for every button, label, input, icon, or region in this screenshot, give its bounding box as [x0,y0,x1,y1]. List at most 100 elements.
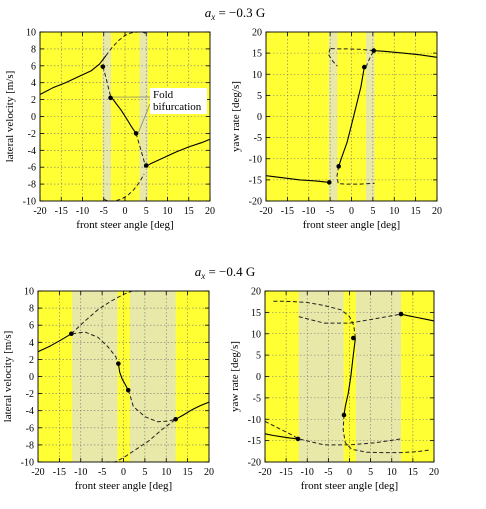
y-tick-label: -4 [26,406,34,417]
y-axis-label: yaw rate [deg/s] [229,341,241,412]
x-tick-label: -5 [98,467,106,478]
bifurcation-point-2 [116,361,121,366]
y-axis-label: lateral velocity [m/s] [2,331,14,423]
series-solid-1 [39,55,107,95]
series-solid-4 [110,95,137,134]
chart-title: ax = −0.3 G [205,5,266,22]
series-dashed-2 [330,48,374,52]
chart-panel-3: -20 -15 -10 -5 0 5 10 15 201086420-2-4-6-8-10fro… [2,264,255,492]
y-tick-label: 0 [29,372,34,383]
y-tick-label: -8 [26,440,34,451]
series-dashed-3 [102,66,112,97]
bifurcation-point-3 [341,412,347,418]
annotation-text: bifurcation [153,101,202,113]
y-axis-label: yaw rate [deg/s] [230,81,242,152]
chart-panel-2: -20 -15 -10 -5 0 5 10 15 20 20 15 10 5 0 -5 -10 -15 -20 fr… [230,28,442,232]
series-dashed-6 [365,50,376,68]
y-tick-label: 4 [29,338,34,349]
chart-panel-1: -20 -15 -10 -5 0 5 10 15 201086420-2-4-6-8-10fro… [4,5,265,231]
title-value: = −0.3 G [215,5,265,20]
x-axis-label: front steer angle [deg] [76,219,173,231]
x-tick-label: -10 [76,206,89,217]
bifurcation-point-1 [100,64,106,69]
y-tick-label: 6 [29,321,34,332]
chart-panel-4: -20 -15 -10 -5 0 5 10 15 20 20 15 10 5 0 -5 -10 -15 -20 fr… [229,287,439,493]
y-tick-label: -10 [21,458,34,469]
x-axis-label: front steer angle [deg] [303,219,400,231]
stability-band-2 [139,32,148,201]
y-tick-label: -20 [248,458,261,469]
series-dashed-3 [342,414,430,454]
stability-band-2 [366,32,375,201]
bifurcation-point-2 [362,64,367,70]
x-tick-label: -5 [324,467,332,478]
x-tick-label: 15 [183,467,193,478]
x-tick-label: 15 [408,467,418,478]
x-tick-label: 10 [161,467,171,478]
x-tick-label: 20 [429,467,439,478]
series-dashed-6 [103,173,145,202]
x-axis-label: front steer angle [deg] [301,480,398,492]
y-tick-label: 10 [26,28,36,39]
y-tick-label: -10 [248,415,261,426]
x-axis-label: front steer angle [deg] [75,480,172,492]
y-tick-label: 0 [257,112,262,123]
series-dashed-1 [273,300,356,339]
bifurcation-point-4 [295,436,301,442]
x-tick-label: 10 [389,206,399,217]
x-tick-label: 20 [432,206,442,217]
x-tick-label: 10 [387,467,397,478]
y-tick-label: 2 [29,355,34,366]
bifurcation-point-3 [133,131,139,136]
x-tick-label: 5 [144,206,149,217]
y-tick-label: 20 [251,287,261,298]
x-tick-label: 5 [368,467,373,478]
x-tick-label: 15 [184,206,194,217]
series-solid-7 [143,138,211,168]
x-tick-label: 15 [411,206,421,217]
y-tick-label: 10 [251,329,261,340]
series-dashed-5 [135,133,148,168]
series-solid-6 [400,313,435,322]
annotation-leader [137,103,151,134]
chart-title: ax = −0.4 G [195,264,256,281]
x-tick-label: -15 [281,206,294,217]
title-subscript: x [210,12,215,22]
bifurcation-point-1 [371,48,377,53]
bifurcation-point-1 [69,331,74,337]
x-tick-label: -20 [259,206,272,217]
series-dashed-3 [72,331,119,364]
annotation-box [150,88,207,114]
series-solid-2 [343,337,356,416]
series-solid-7 [264,433,299,440]
x-tick-label: 20 [204,467,214,478]
series-solid-7 [175,401,210,420]
y-tick-label: 6 [31,61,36,72]
x-tick-label: 0 [347,467,352,478]
series-solid-1 [373,50,438,58]
y-tick-label: 0 [256,372,261,383]
x-tick-label: -20 [31,467,44,478]
y-tick-label: -6 [26,423,34,434]
series-dashed-5 [298,313,402,324]
y-tick-label: -15 [248,436,261,447]
y-tick-label: -4 [28,146,36,157]
y-tick-label: 20 [252,28,262,39]
series-dashed-5 [127,390,176,423]
y-tick-label: -15 [249,175,262,186]
series-dashed-4 [264,420,402,446]
y-tick-label: -10 [23,197,36,208]
bifurcation-point-4 [173,416,178,422]
bifurcation-point-4 [143,163,149,168]
y-tick-label: -2 [28,129,36,140]
x-tick-label: -5 [100,206,108,217]
series-solid-7 [265,175,330,183]
x-tick-label: -20 [33,206,46,217]
y-tick-label: 2 [31,95,36,106]
bifurcation-point-3 [125,387,131,393]
bifurcation-point-1 [398,311,404,317]
x-tick-label: -15 [55,206,68,217]
bifurcation-point-4 [326,180,332,185]
bifurcation-point-2 [351,335,356,341]
